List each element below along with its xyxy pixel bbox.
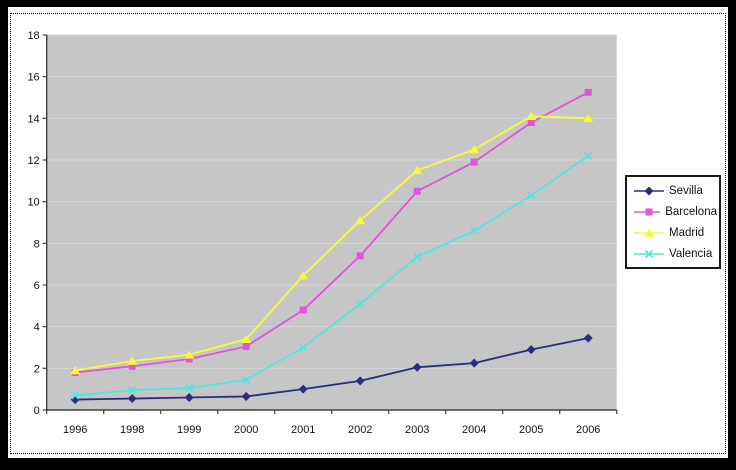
legend-label: Madrid xyxy=(669,226,705,239)
y-tick-label: 16 xyxy=(27,72,39,84)
series-line-valencia[interactable] xyxy=(75,155,589,397)
data-point-sevilla xyxy=(526,345,536,355)
x-tick-label: 2001 xyxy=(291,424,315,436)
legend-diamond-icon xyxy=(634,186,664,195)
x-tick-label: 2004 xyxy=(462,424,486,436)
y-tick-label: 14 xyxy=(27,113,39,125)
data-point-valencia xyxy=(470,226,479,235)
x-tick-label: 2002 xyxy=(348,424,372,436)
y-tick-label: 12 xyxy=(27,155,39,167)
y-tick-label: 0 xyxy=(34,405,40,417)
data-point-madrid xyxy=(241,334,252,343)
data-point-valencia xyxy=(299,343,308,352)
data-point-madrid xyxy=(184,350,195,359)
series-line-madrid[interactable] xyxy=(75,115,589,372)
y-tick-label: 6 xyxy=(34,280,40,292)
legend-x-icon xyxy=(634,249,664,258)
data-point-sevilla xyxy=(469,358,479,368)
data-point-valencia xyxy=(185,384,194,393)
legend-item-barcelona[interactable]: Barcelona xyxy=(634,201,717,222)
data-point-sevilla xyxy=(127,394,137,404)
series-line-sevilla[interactable] xyxy=(75,337,589,401)
data-point-sevilla xyxy=(583,333,593,343)
legend-marker-sample xyxy=(644,227,654,237)
y-tick-label: 8 xyxy=(34,238,40,250)
data-point-sevilla xyxy=(355,376,365,386)
x-tick-label: 1999 xyxy=(177,424,201,436)
y-tick-label: 4 xyxy=(34,322,40,334)
legend-item-valencia[interactable]: Valencia xyxy=(634,243,717,264)
data-point-sevilla xyxy=(412,362,422,372)
legend-marker-sample xyxy=(644,249,654,258)
data-point-valencia xyxy=(413,252,422,261)
data-point-barcelona xyxy=(242,342,250,350)
data-point-valencia xyxy=(128,386,137,395)
legend-label: Valencia xyxy=(669,247,713,260)
legend-triangle-icon xyxy=(634,227,664,237)
data-point-sevilla xyxy=(241,391,251,401)
data-point-valencia xyxy=(356,299,365,308)
y-tick-label: 10 xyxy=(27,197,39,209)
data-point-barcelona xyxy=(356,252,364,260)
data-point-madrid xyxy=(355,215,366,225)
data-point-madrid xyxy=(298,271,309,280)
data-point-valencia xyxy=(71,391,80,400)
legend-item-sevilla[interactable]: Sevilla xyxy=(634,180,717,201)
data-point-barcelona xyxy=(470,158,478,166)
plot-area[interactable] xyxy=(46,35,617,410)
series-line-barcelona[interactable] xyxy=(75,91,589,374)
data-point-madrid xyxy=(526,111,537,121)
data-point-barcelona xyxy=(413,187,421,195)
x-tick-label: 2006 xyxy=(576,424,600,436)
data-point-sevilla xyxy=(184,393,194,402)
legend-item-madrid[interactable]: Madrid xyxy=(634,222,717,243)
x-tick-label: 2005 xyxy=(519,424,543,436)
y-tick-label: 2 xyxy=(34,363,40,375)
x-tick-label: 2003 xyxy=(405,424,429,436)
data-point-barcelona xyxy=(299,306,307,314)
data-point-madrid xyxy=(412,165,423,175)
data-point-madrid xyxy=(469,144,480,154)
x-tick-label: 1996 xyxy=(63,424,87,436)
legend-marker-sample xyxy=(644,186,654,195)
x-tick-label: 2000 xyxy=(234,424,258,436)
data-point-valencia xyxy=(584,151,593,160)
data-point-valencia xyxy=(242,375,251,384)
data-point-madrid xyxy=(583,113,594,123)
legend-square-icon xyxy=(634,208,661,215)
legend-marker-sample xyxy=(645,208,653,215)
data-point-barcelona xyxy=(527,119,535,126)
legend-label: Sevilla xyxy=(669,184,703,197)
data-point-valencia xyxy=(527,191,536,200)
chart-legend[interactable]: Sevilla Barcelona Madrid Valencia xyxy=(625,175,721,269)
y-tick-label: 18 xyxy=(27,30,39,42)
data-point-sevilla xyxy=(298,384,308,394)
data-point-barcelona xyxy=(128,362,136,370)
data-point-madrid xyxy=(70,365,81,375)
data-point-madrid xyxy=(127,356,138,365)
data-point-barcelona xyxy=(185,355,193,363)
data-point-barcelona xyxy=(584,88,592,96)
line-chart[interactable]: 0 2 4 6 8 10 12 14 16 18 1996 1998 1999 2000 2001 2002 2… xyxy=(8,7,728,458)
x-tick-label: 1998 xyxy=(120,424,144,436)
legend-label: Barcelona xyxy=(665,205,717,218)
